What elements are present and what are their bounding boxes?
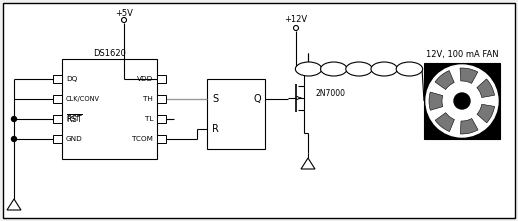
Text: TL: TL [145,116,153,122]
Ellipse shape [396,62,423,76]
Text: Q: Q [253,94,261,104]
Polygon shape [301,158,315,169]
Text: $\overline{\mathrm{RST}}$: $\overline{\mathrm{RST}}$ [66,113,83,125]
Circle shape [454,93,470,109]
Bar [62,59,157,159]
Wedge shape [477,104,495,123]
Text: TCOM: TCOM [132,136,153,142]
Text: VDD: VDD [137,76,153,82]
Wedge shape [435,113,454,131]
Wedge shape [477,79,495,97]
Text: R: R [211,124,219,134]
Wedge shape [461,118,478,134]
Text: RST: RST [66,116,79,122]
Bar [207,79,265,149]
Text: S: S [212,94,218,104]
Bar [53,95,62,103]
Wedge shape [435,70,454,90]
Circle shape [11,116,17,122]
Text: GND: GND [66,136,83,142]
Bar [157,135,166,143]
Ellipse shape [346,62,372,76]
Bar [53,135,62,143]
Ellipse shape [371,62,397,76]
Bar [157,75,166,83]
Text: DQ: DQ [66,76,77,82]
Bar [424,63,500,139]
Bar [53,115,62,123]
Text: DS1620: DS1620 [93,48,126,57]
Bar [53,75,62,83]
Polygon shape [7,199,21,210]
Text: TH: TH [143,96,153,102]
Text: 12V, 100 mA FAN: 12V, 100 mA FAN [426,50,498,59]
Text: CLK/CONV: CLK/CONV [66,96,100,102]
Wedge shape [429,92,443,110]
Ellipse shape [295,62,322,76]
Circle shape [426,65,498,137]
Text: +5V: +5V [115,8,133,17]
Bar [157,115,166,123]
Circle shape [11,137,17,141]
Ellipse shape [321,62,347,76]
Wedge shape [460,68,478,84]
Text: 2N7000: 2N7000 [315,88,345,97]
Bar [157,95,166,103]
Text: +12V: +12V [284,15,308,23]
